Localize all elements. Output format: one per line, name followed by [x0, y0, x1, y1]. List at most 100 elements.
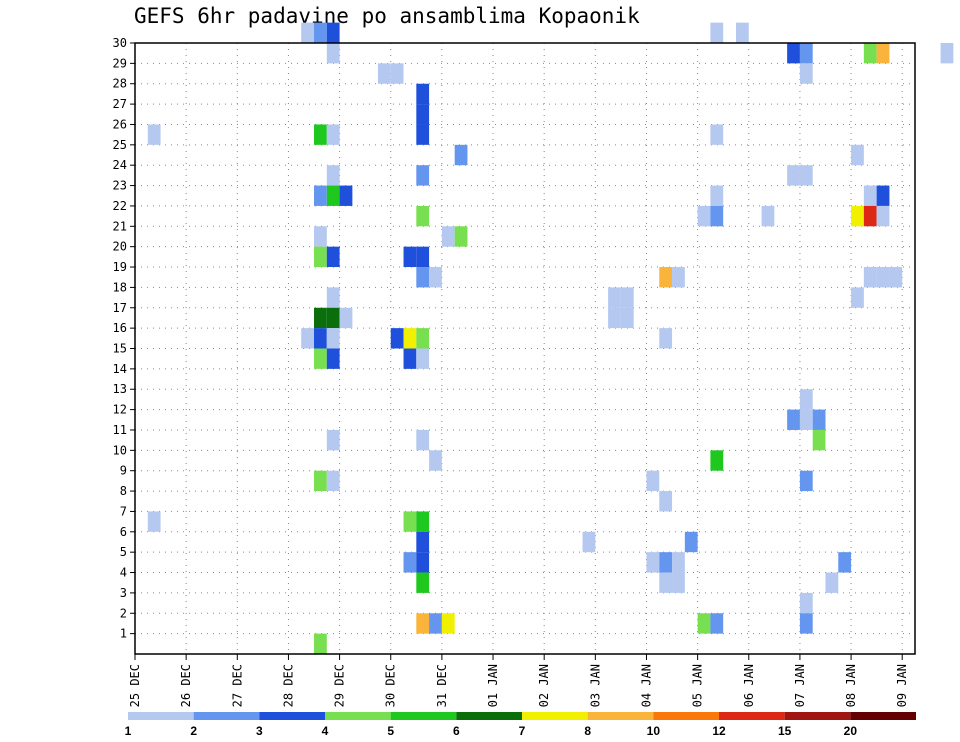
colorbar-swatch: [325, 712, 391, 720]
heatmap-cell: [710, 205, 724, 227]
heatmap-cell: [314, 328, 327, 349]
colorbar-label: 2: [190, 724, 197, 738]
heatmap-cell: [851, 287, 864, 308]
heatmap-cell: [799, 592, 813, 614]
heatmap-cell: [416, 511, 430, 532]
heatmap-cell: [620, 287, 634, 308]
y-tick-label: 23: [113, 179, 127, 193]
heatmap-cell: [608, 287, 621, 308]
y-tick-label: 3: [120, 586, 127, 600]
heatmap-cell: [326, 185, 340, 206]
y-tick-label: 27: [113, 97, 127, 111]
colorbar-label: 12: [712, 724, 726, 738]
y-tick-label: 30: [113, 36, 127, 50]
colorbar-swatch: [784, 712, 851, 720]
heatmap-cell: [416, 572, 430, 593]
colorbar-label: 4: [322, 724, 329, 738]
y-tick-label: 2: [120, 606, 127, 620]
heatmap-cell: [825, 572, 839, 593]
heatmap-cell: [416, 104, 430, 125]
heatmap-cell: [659, 328, 673, 349]
heatmap-cell: [314, 22, 327, 43]
heatmap-cell: [582, 531, 596, 553]
heatmap-cell: [876, 43, 890, 64]
x-tick-label: 03 JAN: [588, 664, 602, 707]
y-tick-label: 6: [120, 525, 127, 539]
heatmap-cell: [646, 552, 660, 573]
heatmap-cell: [863, 267, 877, 288]
heatmap-cell: [403, 328, 417, 349]
y-tick-label: 5: [120, 545, 127, 559]
heatmap-cell: [147, 124, 161, 145]
heatmap-cell: [672, 552, 685, 573]
heatmap-cell: [339, 185, 353, 206]
colorbar-swatch: [850, 712, 916, 720]
colorbar-swatch: [653, 712, 719, 720]
colorbar-swatch: [719, 712, 785, 720]
heatmap-cell: [301, 22, 315, 43]
heatmap-cell: [735, 22, 749, 43]
heatmap-cell: [416, 205, 430, 227]
y-tick-label: 13: [113, 382, 127, 396]
heatmap-cell: [326, 470, 340, 492]
heatmap-cell: [326, 328, 340, 349]
x-tick-label: 28 DEC: [281, 664, 295, 707]
heatmap-cell: [326, 429, 340, 451]
heatmap-cell: [876, 205, 890, 227]
heatmap-cell: [620, 307, 634, 329]
y-tick-label: 19: [113, 260, 127, 274]
chart-title: GEFS 6hr padavine po ansamblima Kopaonik: [134, 4, 640, 28]
heatmap-cell: [326, 165, 340, 186]
heatmap-cell: [390, 328, 404, 349]
heatmap-cell: [940, 43, 954, 64]
y-tick-label: 1: [120, 627, 127, 641]
heatmap-cell: [390, 63, 404, 84]
heatmap-cell: [659, 491, 673, 512]
heatmap-cell: [454, 144, 468, 166]
x-tick-label: 31 DEC: [435, 664, 449, 707]
colorbar-swatch: [390, 712, 457, 720]
heatmap-cell: [889, 267, 903, 288]
heatmap-cell: [416, 124, 430, 145]
heatmap-cell: [646, 470, 660, 492]
heatmap-cell: [326, 287, 340, 308]
heatmap-cell: [863, 185, 877, 206]
heatmap-cell: [761, 205, 775, 227]
heatmap-cell: [454, 226, 468, 247]
heatmap-cell: [416, 531, 430, 553]
heatmap-cell: [672, 267, 685, 288]
x-tick-label: 29 DEC: [333, 664, 347, 707]
colorbar-label: 5: [387, 724, 394, 738]
heatmap-cell: [403, 348, 417, 369]
y-tick-label: 4: [120, 566, 127, 580]
heatmap-cell: [799, 165, 813, 186]
heatmap-cell: [787, 409, 800, 430]
y-tick-label: 22: [113, 199, 127, 213]
colorbar-label: 10: [647, 724, 661, 738]
x-tick-label: 05 JAN: [691, 664, 705, 707]
heatmap-cell: [787, 165, 800, 186]
colorbar-swatch: [259, 712, 325, 720]
y-tick-label: 17: [113, 301, 127, 315]
x-tick-label: 26 DEC: [179, 664, 193, 707]
heatmap-cell: [314, 185, 327, 206]
x-tick-label: 06 JAN: [742, 664, 756, 707]
colorbar-label: 6: [453, 724, 460, 738]
heatmap-cell: [799, 63, 813, 84]
heatmap-cell: [326, 307, 340, 329]
heatmap-cell: [314, 470, 327, 492]
heatmap-cell: [377, 63, 391, 84]
heatmap-cell: [672, 572, 685, 593]
colorbar-swatch: [522, 712, 588, 720]
heatmap-cell: [710, 22, 724, 43]
heatmap-cell: [314, 307, 327, 329]
colorbar-swatch: [456, 712, 522, 720]
colorbar-label: 20: [844, 724, 858, 738]
x-tick-label: 30 DEC: [384, 664, 398, 707]
heatmap-cell: [787, 43, 800, 64]
x-tick-label: 07 JAN: [793, 664, 807, 707]
heatmap-cell: [799, 613, 813, 634]
heatmap-cell: [416, 429, 430, 451]
colorbar-label: 1: [125, 724, 132, 738]
